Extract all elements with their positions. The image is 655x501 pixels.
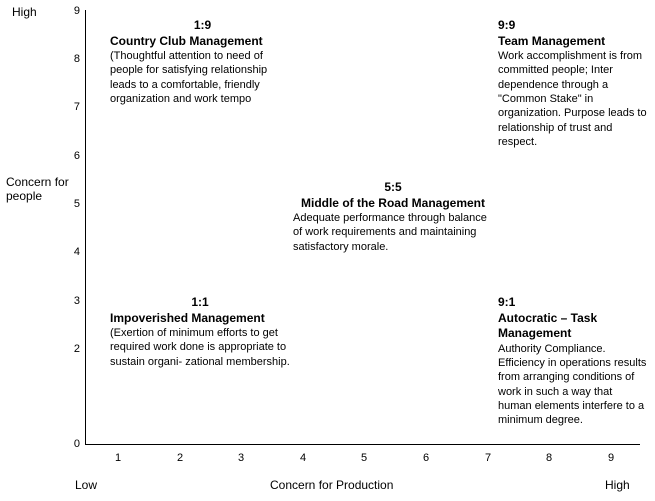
x-high-label: High	[605, 478, 630, 492]
style-team: 9:9 Team Management Work accomplishment …	[498, 18, 648, 149]
x-tick-1: 1	[108, 452, 128, 464]
desc-country-club: (Thoughtful attention to need of people …	[110, 49, 295, 106]
ratio-1-1: 1:1	[110, 295, 290, 311]
desc-impoverished: (Exertion of minimum efforts to get requ…	[110, 326, 290, 369]
x-tick-4: 4	[293, 452, 313, 464]
y-high-label: High	[12, 5, 37, 19]
x-tick-8: 8	[539, 452, 559, 464]
title-middle-road: Middle of the Road Management	[293, 196, 493, 212]
desc-middle-road: Adequate performance through balance of …	[293, 211, 493, 254]
y-tick-7: 7	[60, 101, 80, 113]
x-tick-3: 3	[231, 452, 251, 464]
ratio-1-9: 1:9	[110, 18, 295, 34]
x-axis-label: Concern for Production	[270, 478, 393, 492]
style-impoverished: 1:1 Impoverished Management (Exertion of…	[110, 295, 290, 369]
y-tick-2: 2	[60, 343, 80, 355]
y-tick-0: 0	[60, 438, 80, 450]
x-tick-2: 2	[170, 452, 190, 464]
title-country-club: Country Club Management	[110, 34, 295, 50]
managerial-grid-chart: 9 8 7 6 5 4 3 2 0 High Concern for peopl…	[0, 0, 655, 501]
y-tick-9: 9	[60, 5, 80, 17]
ratio-9-1: 9:1	[498, 295, 648, 311]
x-tick-6: 6	[416, 452, 436, 464]
x-tick-7: 7	[478, 452, 498, 464]
ratio-5-5: 5:5	[293, 180, 493, 196]
x-low-label: Low	[75, 478, 97, 492]
title-autocratic: Autocratic – Task Management	[498, 311, 648, 342]
y-tick-4: 4	[60, 246, 80, 258]
y-tick-6: 6	[60, 150, 80, 162]
title-impoverished: Impoverished Management	[110, 311, 290, 327]
x-tick-5: 5	[354, 452, 374, 464]
title-team: Team Management	[498, 34, 648, 50]
y-axis-label: Concern for people	[6, 175, 76, 203]
style-autocratic: 9:1 Autocratic – Task Management Authori…	[498, 295, 648, 428]
ratio-9-9: 9:9	[498, 18, 648, 34]
y-tick-8: 8	[60, 53, 80, 65]
desc-autocratic: Authority Compliance. Efficiency in oper…	[498, 342, 648, 428]
style-country-club: 1:9 Country Club Management (Thoughtful …	[110, 18, 295, 106]
style-middle-road: 5:5 Middle of the Road Management Adequa…	[293, 180, 493, 254]
desc-team: Work accomplishment is from committed pe…	[498, 49, 648, 149]
y-tick-3: 3	[60, 295, 80, 307]
x-tick-9: 9	[601, 452, 621, 464]
